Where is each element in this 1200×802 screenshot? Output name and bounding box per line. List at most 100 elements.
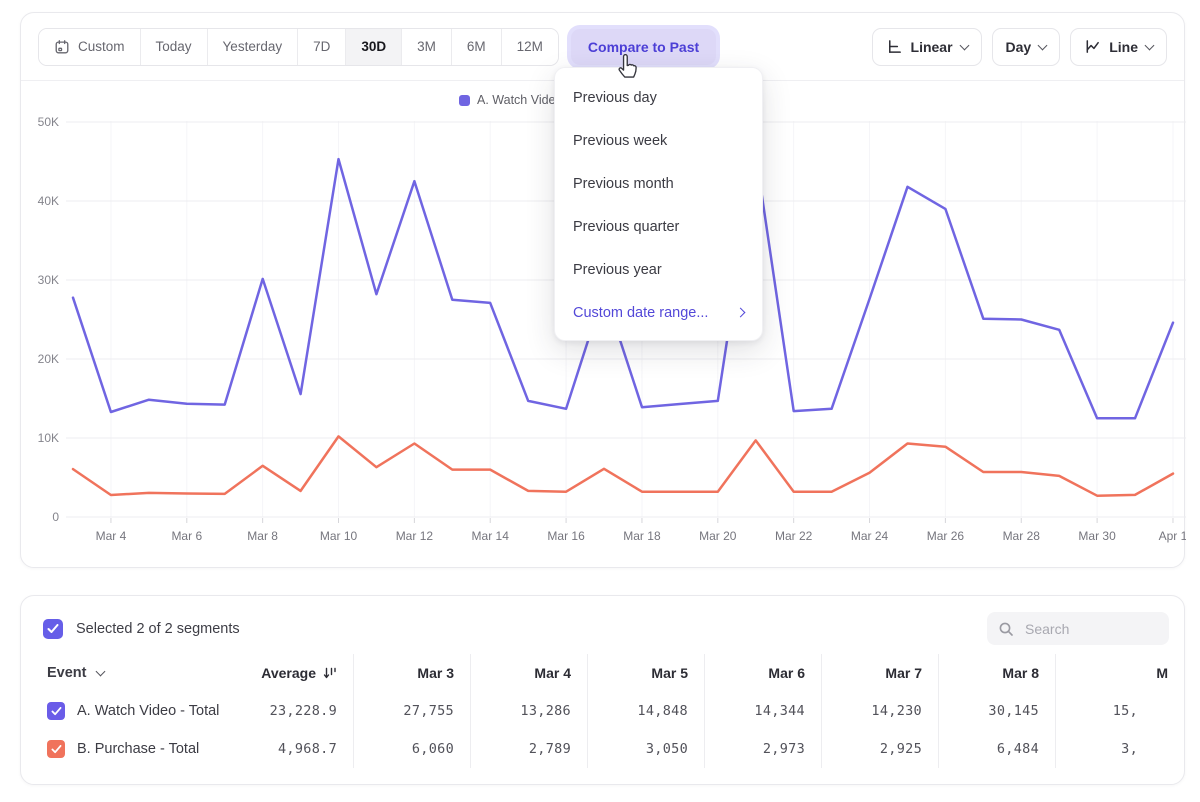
date-range-segmented-control: Custom Today Yesterday 7D 30D 3M 6M 12M xyxy=(38,27,559,66)
range-button-7d[interactable]: 7D xyxy=(297,28,346,65)
x-axis-tick-label: Mar 8 xyxy=(247,529,278,543)
column-header-label: Mar 3 xyxy=(417,665,454,681)
chart-toolbar: Custom Today Yesterday 7D 30D 3M 6M 12M Compare… xyxy=(21,13,1184,81)
chart-controls-group: Linear Day Line xyxy=(871,27,1167,66)
table-row-event: A. Watch Video - Total xyxy=(21,692,241,730)
x-axis-tick-label: Mar 24 xyxy=(851,529,889,543)
event-label: B. Purchase - Total xyxy=(77,741,200,757)
select-all-checkbox[interactable] xyxy=(43,618,63,639)
column-header-label: Mar 6 xyxy=(768,665,805,681)
y-axis-tick-label: 50K xyxy=(38,115,59,129)
compare-to-past-menu: Previous day Previous week Previous month P… xyxy=(554,67,763,341)
cell-value: 2,925 xyxy=(821,730,938,768)
cell-value: 2,789 xyxy=(470,730,587,768)
cell-value: 13,286 xyxy=(470,692,587,730)
cell-value: 6,484 xyxy=(938,730,1055,768)
column-header-label: Mar 7 xyxy=(885,665,922,681)
range-button-label: Today xyxy=(155,39,192,54)
selected-segments-label: Selected 2 of 2 segments xyxy=(76,620,240,637)
chevron-right-icon xyxy=(735,307,746,318)
column-header-label: Average xyxy=(261,665,316,681)
y-axis-tick-label: 20K xyxy=(38,352,59,366)
range-button-12m[interactable]: 12M xyxy=(500,28,558,65)
search-box xyxy=(987,612,1169,645)
line-chart-icon xyxy=(1084,38,1101,55)
range-button-yesterday[interactable]: Yesterday xyxy=(206,28,298,65)
search-input[interactable] xyxy=(1023,619,1158,638)
column-header-mar-3: Mar 3 xyxy=(353,654,470,692)
range-button-label: Custom xyxy=(78,39,125,54)
linear-axis-icon xyxy=(886,38,903,55)
chart-card: Custom Today Yesterday 7D 30D 3M 6M 12M Compare… xyxy=(20,12,1186,568)
column-header-mar-4: Mar 4 xyxy=(470,654,587,692)
column-header-mar-8: Mar 8 xyxy=(938,654,1055,692)
x-axis-tick-label: Mar 28 xyxy=(1003,529,1041,543)
chart-type-dropdown-button[interactable]: Line xyxy=(1070,27,1167,66)
column-header-event[interactable]: Event xyxy=(21,654,241,692)
cell-average: 23,228.9 xyxy=(269,703,337,719)
menu-item-label: Custom date range... xyxy=(573,304,709,321)
menu-item-custom-date-range[interactable]: Custom date range... xyxy=(555,291,762,334)
cell-value: 15, xyxy=(1055,692,1184,730)
column-header-label: M xyxy=(1156,665,1168,681)
y-axis-tick-label: 10K xyxy=(38,431,59,445)
range-button-label: 12M xyxy=(516,39,543,54)
range-button-3m[interactable]: 3M xyxy=(401,28,451,65)
menu-item-previous-quarter[interactable]: Previous quarter xyxy=(573,218,680,235)
column-header-label: Mar 5 xyxy=(651,665,688,681)
scale-dropdown-button[interactable]: Linear xyxy=(871,27,982,66)
x-axis-tick-label: Mar 6 xyxy=(171,529,202,543)
event-label: A. Watch Video - Total xyxy=(77,703,220,719)
menu-item-previous-year[interactable]: Previous year xyxy=(573,261,662,278)
interval-dropdown-button[interactable]: Day xyxy=(991,27,1061,66)
cell-value: 2,973 xyxy=(704,730,821,768)
x-axis-tick-label: Apr 1 xyxy=(1159,529,1186,543)
range-button-label: 3M xyxy=(417,39,436,54)
cell-value: 14,230 xyxy=(821,692,938,730)
menu-item-previous-day[interactable]: Previous day xyxy=(573,89,657,106)
column-header-average[interactable]: Average xyxy=(241,654,353,692)
interval-dropdown-label: Day xyxy=(1005,38,1032,55)
column-header-mar-7: Mar 7 xyxy=(821,654,938,692)
segments-panel: Selected 2 of 2 segments Event Average Mar… xyxy=(20,595,1185,785)
table-row-event: B. Purchase - Total xyxy=(21,730,241,768)
y-axis-tick-label: 40K xyxy=(38,194,59,208)
row-checkbox[interactable] xyxy=(47,740,65,758)
scale-dropdown-label: Linear xyxy=(910,38,953,55)
column-header-label: Event xyxy=(47,665,87,681)
calendar-icon xyxy=(54,39,70,55)
segments-topbar: Selected 2 of 2 segments xyxy=(21,596,1184,645)
segments-table: Event Average Mar 3 Mar 4 Mar 5 Mar 6 Mar 7 Mar… xyxy=(21,654,1184,768)
cell-value: 30,145 xyxy=(938,692,1055,730)
chevron-down-icon xyxy=(959,40,969,50)
cell-average: 4,968.7 xyxy=(278,741,337,757)
range-button-30d[interactable]: 30D xyxy=(345,28,402,65)
x-axis-tick-label: Mar 16 xyxy=(547,529,585,543)
cell-value: 14,848 xyxy=(587,692,704,730)
x-axis-tick-label: Mar 4 xyxy=(96,529,127,543)
cell-value: 3, xyxy=(1055,730,1184,768)
legend-swatch-icon xyxy=(459,94,470,106)
range-button-label: 6M xyxy=(466,39,486,54)
x-axis-tick-label: Mar 22 xyxy=(775,529,813,543)
cell-value: 3,050 xyxy=(587,730,704,768)
menu-item-previous-week[interactable]: Previous week xyxy=(573,132,668,149)
menu-item-previous-month[interactable]: Previous month xyxy=(573,175,674,192)
range-button-custom[interactable]: Custom xyxy=(39,28,140,65)
range-button-label: 30D xyxy=(361,39,387,54)
chart-type-dropdown-label: Line xyxy=(1109,38,1138,55)
column-header-mar-5: Mar 5 xyxy=(587,654,704,692)
column-header-mar-6: Mar 6 xyxy=(704,654,821,692)
column-header-label: Mar 4 xyxy=(534,665,571,681)
chevron-down-icon xyxy=(95,666,105,677)
series-line-b xyxy=(71,435,1175,497)
chevron-down-icon xyxy=(1144,40,1155,50)
row-checkbox[interactable] xyxy=(47,702,65,720)
y-axis-tick-label: 30K xyxy=(38,273,59,287)
cell-value: 6,060 xyxy=(353,730,470,768)
range-button-today[interactable]: Today xyxy=(139,28,207,65)
compare-to-past-button[interactable]: Compare to Past xyxy=(570,28,717,65)
sort-descending-icon xyxy=(323,666,337,680)
range-button-6m[interactable]: 6M xyxy=(450,28,501,65)
column-header-m: M xyxy=(1055,654,1184,692)
